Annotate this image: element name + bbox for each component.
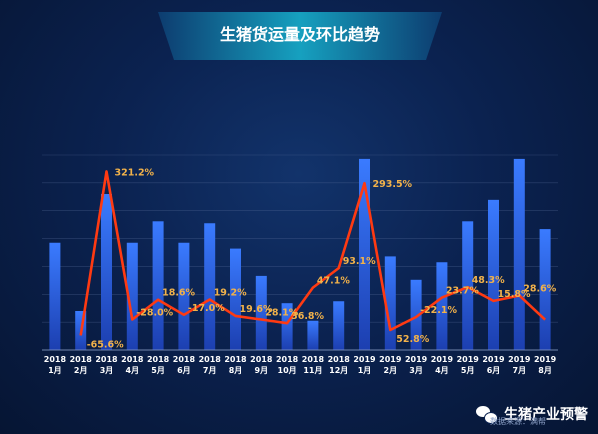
bar <box>281 303 293 350</box>
x-tick-year: 2019 <box>431 355 454 364</box>
data-label: 321.2% <box>115 167 155 178</box>
data-label: -17.0% <box>188 303 225 314</box>
x-tick-year: 2019 <box>405 355 428 364</box>
x-tick-month: 1月 <box>48 366 62 375</box>
x-tick-month: 7月 <box>513 366 527 375</box>
x-axis: 2018 1月 2018 2月 2018 3月 2018 4月 2018 5月 2018 6月 2018… <box>42 349 558 375</box>
data-label: 48.3% <box>472 275 505 286</box>
bar <box>384 256 396 350</box>
data-label: 19.6% <box>240 304 273 315</box>
x-tick-month: 3月 <box>409 366 423 375</box>
data-label: 52.8% <box>396 334 429 345</box>
x-tick-month: 6月 <box>177 366 191 375</box>
bar <box>101 194 112 350</box>
source-note: 数据来源：满帮 <box>490 417 546 426</box>
data-label: 36.8% <box>291 311 324 322</box>
x-tick-year: 2018 <box>224 355 247 364</box>
x-tick-month: 10月 <box>278 366 297 375</box>
x-tick-month: 9月 <box>255 366 269 375</box>
x-tick-year: 2018 <box>44 355 67 364</box>
bar <box>539 229 551 350</box>
x-tick-month: 8月 <box>538 366 552 375</box>
x-tick-month: 3月 <box>100 366 114 375</box>
bar <box>462 221 474 350</box>
bar <box>152 221 164 350</box>
x-tick-year: 2018 <box>250 355 273 364</box>
x-tick-year: 2018 <box>147 355 170 364</box>
x-tick-year: 2018 <box>328 355 351 364</box>
bar <box>488 199 499 350</box>
x-tick-month: 1月 <box>358 366 372 375</box>
x-tick-year: 2018 <box>302 355 325 364</box>
data-label: 93.1% <box>343 256 376 267</box>
x-tick-year: 2019 <box>508 355 531 364</box>
x-tick-month: 12月 <box>329 366 348 375</box>
x-tick-month: 5月 <box>151 366 165 375</box>
x-tick-year: 2019 <box>379 355 402 364</box>
data-label: 293.5% <box>373 179 413 190</box>
bar <box>49 242 61 350</box>
data-label: 15.8% <box>498 289 531 300</box>
x-tick-month: 11月 <box>303 366 322 375</box>
data-label: 23.7% <box>446 286 479 297</box>
bar <box>513 158 525 350</box>
x-tick-year: 2019 <box>457 355 480 364</box>
data-label: 28.1% <box>265 308 298 319</box>
bar <box>126 242 138 350</box>
data-label: 19.2% <box>214 287 247 298</box>
x-tick-month: 5月 <box>461 366 475 375</box>
bar <box>230 248 241 350</box>
data-label: -65.6% <box>87 339 124 350</box>
bar <box>178 242 190 350</box>
bar <box>410 279 422 350</box>
watermark-brand: 生猪产业预警 <box>504 407 588 423</box>
x-tick-month: 2月 <box>384 366 398 375</box>
x-tick-month: 6月 <box>487 366 501 375</box>
data-label: -22.1% <box>420 305 457 316</box>
line-layer <box>79 170 546 336</box>
x-tick-month: 8月 <box>229 366 243 375</box>
x-tick-year: 2019 <box>353 355 376 364</box>
bar <box>436 262 448 350</box>
mom-line <box>79 170 546 336</box>
data-label: 28.6% <box>523 283 556 294</box>
bar <box>255 275 267 350</box>
x-tick-year: 2018 <box>276 355 299 364</box>
data-label: 18.6% <box>162 288 195 299</box>
bar <box>204 223 216 350</box>
x-tick-year: 2018 <box>95 355 118 364</box>
x-tick-month: 7月 <box>203 366 217 375</box>
data-label: 47.1% <box>317 276 350 287</box>
x-tick-year: 2019 <box>534 355 557 364</box>
title-banner <box>158 12 442 60</box>
bar <box>333 301 345 350</box>
x-tick-month: 4月 <box>126 366 140 375</box>
x-tick-year: 2018 <box>173 355 196 364</box>
wechat-icon <box>476 405 498 424</box>
x-tick-year: 2018 <box>199 355 222 364</box>
x-tick-year: 2018 <box>121 355 144 364</box>
watermark: 生猪产业预警 <box>476 404 588 424</box>
bar <box>359 158 370 350</box>
x-tick-month: 2月 <box>74 366 88 375</box>
chart-title: 生猪货运量及环比趋势 <box>220 25 380 44</box>
data-label: -28.0% <box>136 307 173 318</box>
labels-layer: -65.6%321.2%-28.0%18.6%-17.0%19.2%19.6%2… <box>87 167 557 350</box>
x-tick-month: 4月 <box>435 366 449 375</box>
x-tick-year: 2019 <box>482 355 505 364</box>
x-tick-year: 2018 <box>70 355 93 364</box>
bar <box>307 320 319 350</box>
